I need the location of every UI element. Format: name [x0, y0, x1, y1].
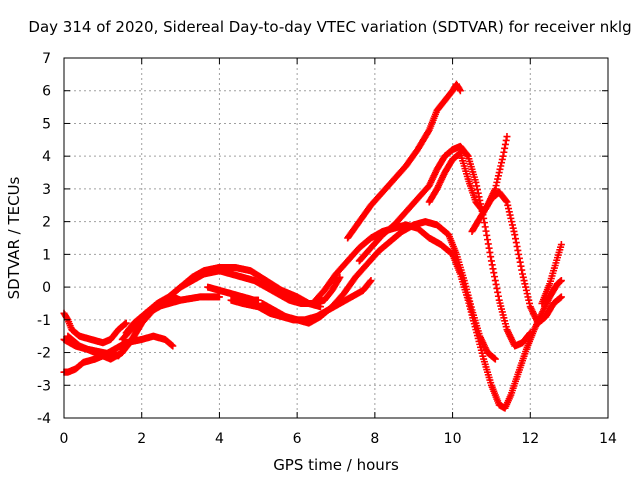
- plus-point: [122, 319, 130, 327]
- plus-point: [169, 342, 177, 350]
- x-tick-label: 6: [293, 431, 302, 447]
- plus-point: [491, 355, 499, 363]
- data-points: [60, 80, 565, 412]
- series-sat-n: [468, 133, 511, 235]
- series-sat-k: [344, 80, 464, 242]
- y-tick-label: -1: [37, 313, 51, 329]
- plus-point: [215, 293, 223, 301]
- plus-point: [557, 277, 565, 285]
- y-tick-label: 3: [42, 182, 51, 198]
- plus-point: [557, 241, 565, 249]
- y-tick-label: -2: [37, 346, 51, 362]
- series-sat-o: [538, 241, 565, 307]
- y-tick-label: 4: [42, 149, 51, 165]
- series-sat-l: [355, 142, 534, 350]
- series-sat-b: [60, 309, 130, 347]
- y-tick-labels: -4 -3 -2 -1 0 1 2 3 4 5 6 7: [37, 51, 51, 427]
- x-tick-label: 8: [370, 431, 379, 447]
- x-tick-label: 10: [444, 431, 462, 447]
- series-sat-j: [309, 221, 565, 412]
- y-tick-label: 7: [42, 51, 51, 67]
- plus-point: [456, 87, 464, 95]
- chart-title: Day 314 of 2020, Sidereal Day-to-day VTE…: [28, 18, 631, 36]
- x-tick-label: 14: [599, 431, 617, 447]
- series-sat-f: [118, 267, 344, 343]
- x-axis-title: GPS time / hours: [273, 456, 399, 474]
- plus-point: [336, 273, 344, 281]
- x-tick-label: 0: [60, 431, 69, 447]
- x-tick-labels: 0 2 4 6 8 10 12 14: [60, 431, 617, 447]
- axis-ticks: [63, 57, 609, 419]
- x-tick-label: 4: [215, 431, 224, 447]
- y-tick-label: 5: [42, 116, 51, 132]
- plus-point: [503, 133, 511, 141]
- y-tick-label: 6: [42, 84, 51, 100]
- y-tick-label: 2: [42, 215, 51, 231]
- plus-point: [254, 296, 262, 304]
- plus-point: [557, 293, 565, 301]
- y-tick-label: 0: [42, 280, 51, 296]
- plus-point: [526, 329, 534, 337]
- x-tick-label: 12: [521, 431, 539, 447]
- y-tick-label: -3: [37, 378, 51, 394]
- series-sat-g: [204, 283, 262, 304]
- plus-point: [367, 277, 375, 285]
- x-tick-label: 2: [137, 431, 146, 447]
- y-tick-label: -4: [37, 411, 51, 427]
- y-tick-label: 1: [42, 247, 51, 263]
- y-axis-title: SDTVAR / TECUs: [5, 176, 23, 299]
- plot-frame: [63, 57, 609, 419]
